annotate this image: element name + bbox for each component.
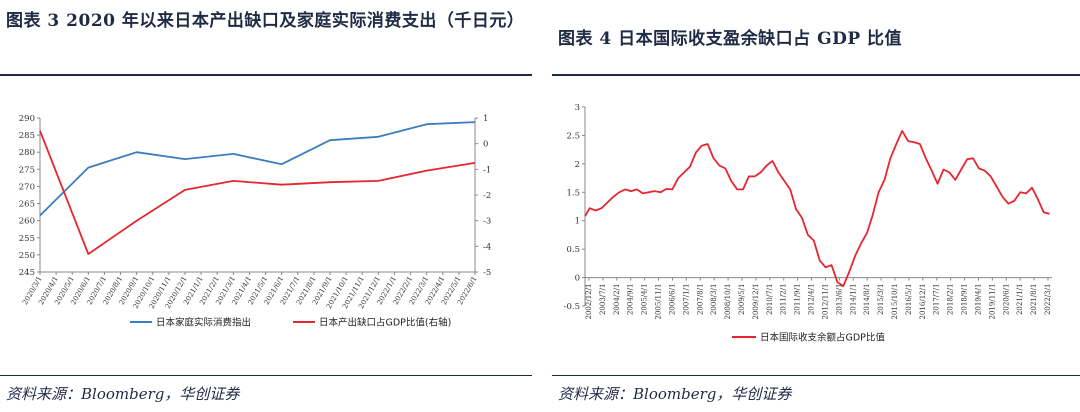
right-y-tick-label: -3 xyxy=(483,217,491,227)
x-tick-label: 2014/1/1 xyxy=(849,284,857,315)
consumption-line xyxy=(39,121,476,217)
y-tick-label: 2.5 xyxy=(566,131,580,141)
x-tick-label: 2007/1/1 xyxy=(682,284,690,315)
x-tick-label: 2021/8/1 xyxy=(1030,284,1038,315)
x-tick-label: 2015/3/1 xyxy=(877,284,885,315)
output-gap-line xyxy=(39,130,476,255)
x-tick-label: 2016/12/1 xyxy=(919,284,927,320)
x-tick-label: 2022/3/1 xyxy=(1044,284,1052,315)
x-tick-label: 2006/6/1 xyxy=(668,284,676,315)
x-tick-label: 2008/3/1 xyxy=(710,284,718,315)
right-y-tick-label: -2 xyxy=(483,191,491,201)
y-tick-label: 0.5 xyxy=(566,245,580,255)
x-tick-label: 2015/10/1 xyxy=(891,284,899,320)
x-tick-label: 2021/1/1 xyxy=(1016,284,1024,315)
x-tick-label: 2011/2/1 xyxy=(780,284,788,315)
source-divider xyxy=(0,375,532,376)
x-tick-label: 2012/11/1 xyxy=(821,284,829,320)
figure-panel-3: 图表 3 2020 年以来日本产出缺口及家庭实际消费支出（千日元） 245 250… xyxy=(0,0,532,412)
legend-label-output-gap: 日本产出缺口占GDP比值(右轴) xyxy=(319,317,451,329)
x-tick-label: 2004/2/1 xyxy=(613,284,621,315)
x-tick-label: 2018/9/1 xyxy=(961,284,969,315)
x-tick-label: 2005/11/1 xyxy=(655,284,663,320)
consumption-output-gap-chart: 245 250 255 260 265 270 275 280 285 290 -5 -4 -3 -2 -1… xyxy=(19,114,492,329)
left-y-tick-label: 260 xyxy=(19,217,35,227)
current-account-line xyxy=(584,130,1050,288)
right-y-tick-label: -4 xyxy=(483,242,491,252)
left-y-tick-label: 245 xyxy=(19,268,35,278)
right-y-tick-label: 0 xyxy=(483,140,488,150)
left-y-tick-label: 285 xyxy=(19,131,35,141)
x-tick-label: 2009/5/1 xyxy=(738,284,746,315)
figure-panel-4: 图表 4 日本国际收支盈余缺口占 GDP 比值 -0.5 0 0.5 1 1.5 2 2.5… xyxy=(552,0,1080,412)
title-divider xyxy=(552,74,1080,76)
x-tick-label: 2014/8/1 xyxy=(863,284,871,315)
x-tick-label: 2011/9/1 xyxy=(794,284,802,315)
figure-title: 图表 4 日本国际收支盈余缺口占 GDP 比值 xyxy=(558,29,903,49)
legend-label-consumption: 日本家庭实际消费指出 xyxy=(156,317,251,329)
y-tick-label: 2 xyxy=(575,160,580,170)
y-tick-label: -0.5 xyxy=(564,302,580,312)
x-tick-label: 2019/4/1 xyxy=(974,284,982,315)
x-tick-label: 2007/8/1 xyxy=(696,284,704,315)
right-y-tick-label: 1 xyxy=(483,114,488,124)
right-y-tick-label: -5 xyxy=(483,268,491,278)
legend-label: 日本国际收支余额占GDP比值 xyxy=(760,332,885,344)
title-divider xyxy=(0,74,532,76)
left-y-tick-label: 265 xyxy=(19,200,35,210)
y-tick-label: 0 xyxy=(575,274,580,284)
current-account-gdp-chart: -0.5 0 0.5 1 1.5 2 2.5 3 2002/12/1 2003/7/1 2004/2… xyxy=(564,103,1052,344)
x-tick-label: 2013/6/1 xyxy=(835,284,843,315)
x-tick-label: 2002/12/1 xyxy=(585,284,593,320)
x-tick-label: 2008/10/1 xyxy=(724,284,732,320)
x-tick-label: 2004/9/1 xyxy=(627,284,635,315)
x-tick-label: 2016/5/1 xyxy=(905,284,913,315)
y-tick-label: 3 xyxy=(575,103,580,113)
right-y-tick-label: -1 xyxy=(483,165,491,175)
x-tick-label: 2018/2/1 xyxy=(947,284,955,315)
left-y-tick-label: 270 xyxy=(19,182,35,192)
source-note: 资料来源：Bloomberg，华创证券 xyxy=(6,385,240,403)
x-tick-label: 2020/6/1 xyxy=(1002,284,1010,315)
left-y-tick-label: 250 xyxy=(19,251,35,261)
left-y-tick-label: 275 xyxy=(19,165,35,175)
x-tick-label: 2005/4/1 xyxy=(641,284,649,315)
source-note: 资料来源：Bloomberg，华创证券 xyxy=(558,385,792,403)
source-divider xyxy=(552,375,1080,376)
y-tick-label: 1 xyxy=(575,217,580,227)
left-y-tick-label: 280 xyxy=(19,148,35,158)
x-tick-label: 2003/7/1 xyxy=(599,284,607,315)
x-tick-label: 2017/7/1 xyxy=(933,284,941,315)
x-tick-label: 2012/4/1 xyxy=(808,284,816,315)
x-tick-label: 2009/12/1 xyxy=(752,284,760,320)
figure-title: 图表 3 2020 年以来日本产出缺口及家庭实际消费支出（千日元） xyxy=(6,11,525,31)
left-y-tick-label: 290 xyxy=(19,114,35,124)
y-tick-label: 1.5 xyxy=(566,188,580,198)
x-tick-label: 2010/7/1 xyxy=(766,284,774,315)
x-tick-label: 2019/11/1 xyxy=(988,284,996,320)
left-y-tick-label: 255 xyxy=(19,234,35,244)
